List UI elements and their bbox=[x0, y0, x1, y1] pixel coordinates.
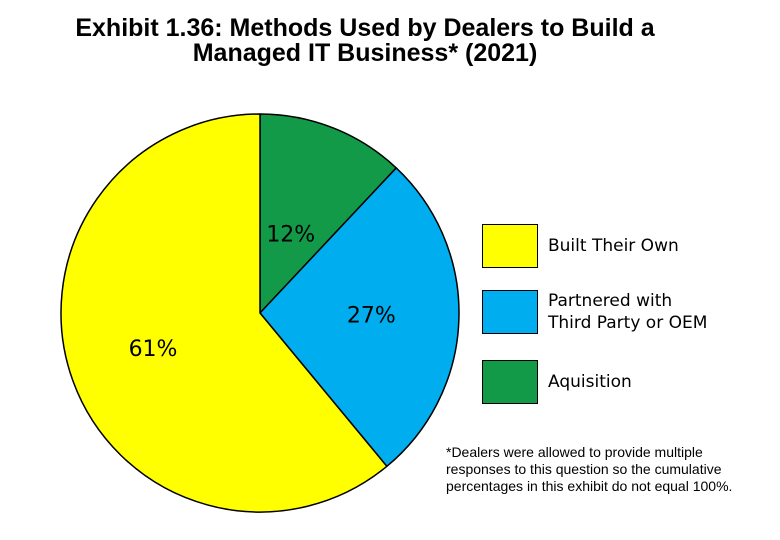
pie-label-aquisition: 12% bbox=[266, 222, 315, 247]
pie-slice-built-their-own bbox=[60, 113, 388, 513]
legend-item-built-their-own: Built Their Own bbox=[482, 224, 679, 268]
pie-label-partnered-with-third-party-or-oem: 27% bbox=[347, 304, 396, 329]
chart-title-line-1: Exhibit 1.36: Methods Used by Dealers to… bbox=[75, 14, 655, 42]
chart-title: Exhibit 1.36: Methods Used by Dealers to… bbox=[0, 16, 730, 66]
legend-item-aquisition: Aquisition bbox=[482, 360, 632, 404]
pie-slice-partnered-with-third-party-or-oem bbox=[259, 167, 460, 468]
legend-item-partnered: Partnered with Third Party or OEM bbox=[482, 290, 707, 334]
pie-slice-aquisition bbox=[259, 113, 397, 314]
legend-label-aquisition: Aquisition bbox=[548, 372, 632, 392]
chart-title-line-2: Managed IT Business* (2021) bbox=[192, 39, 538, 67]
legend-label-partnered: Partnered with Third Party or OEM bbox=[548, 291, 708, 333]
pie-label-built-their-own: 61% bbox=[129, 337, 178, 362]
footnote: *Dealers were allowed to provide multipl… bbox=[446, 444, 733, 494]
legend-label-built-their-own: Built Their Own bbox=[548, 236, 679, 256]
legend-swatch-aquisition bbox=[482, 360, 538, 404]
legend-swatch-built-their-own bbox=[482, 224, 538, 268]
legend-swatch-partnered bbox=[482, 290, 538, 334]
